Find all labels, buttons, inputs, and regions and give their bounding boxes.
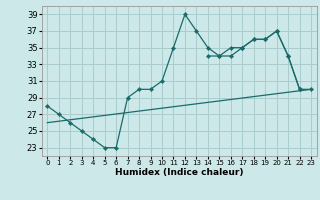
X-axis label: Humidex (Indice chaleur): Humidex (Indice chaleur) xyxy=(115,168,244,177)
